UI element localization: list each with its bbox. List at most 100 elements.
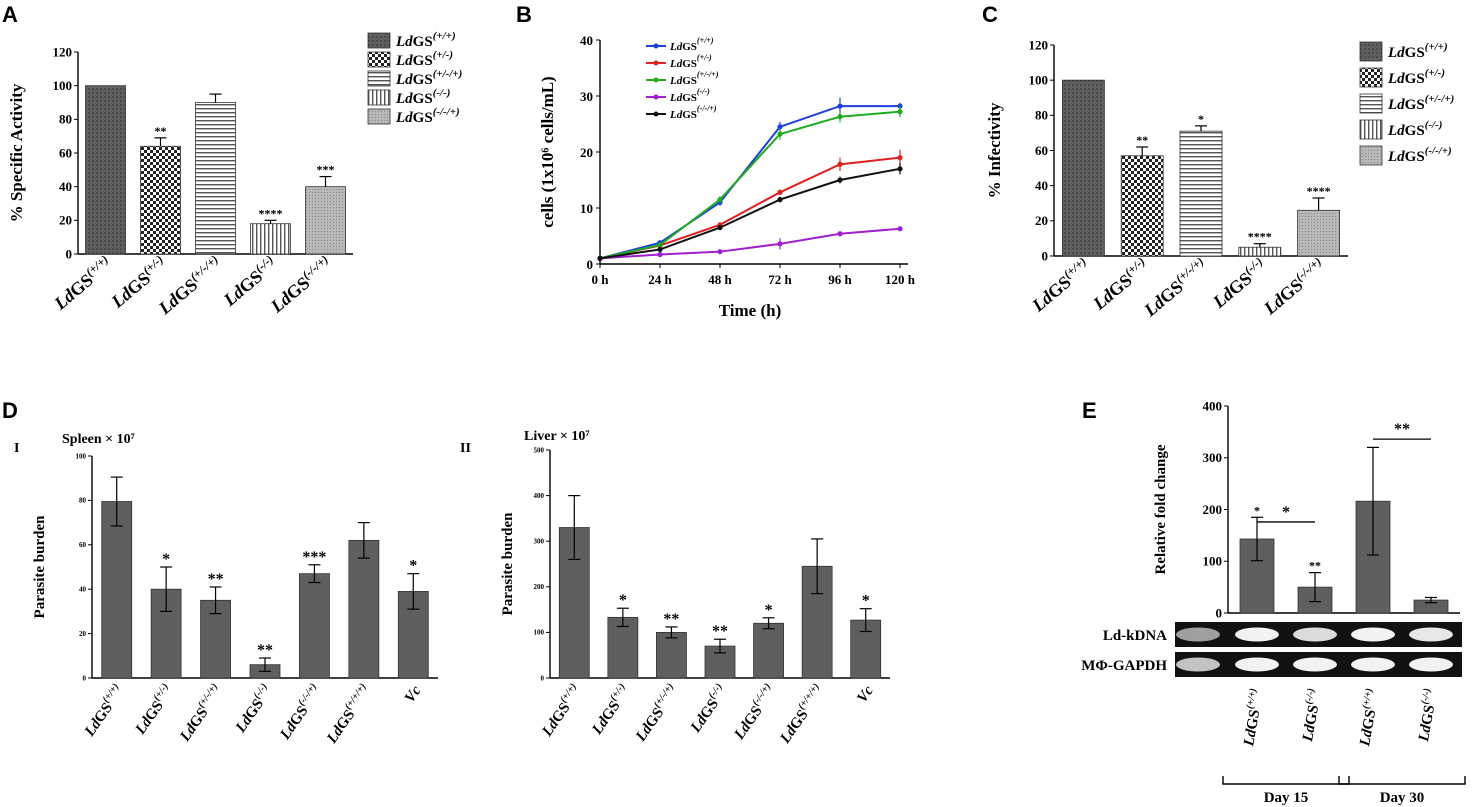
legend-label: LdGS(-/-): [669, 87, 710, 104]
legend-label: LdGS(+/-/+): [669, 70, 719, 87]
category-label: LdGS(+/-/+): [174, 681, 227, 745]
significance-label: *: [1198, 112, 1204, 126]
legend-label: LdGS(+/-): [395, 49, 453, 69]
data-point: [837, 114, 843, 120]
category-label: LdGS(-/-): [685, 681, 731, 736]
data-point: [897, 226, 903, 232]
group-label: Day 15: [1264, 790, 1309, 806]
gel-band: [1293, 627, 1337, 642]
significance-label: **: [1136, 133, 1148, 147]
significance-label: *: [162, 551, 170, 568]
y-tick-label: 20: [59, 213, 72, 228]
y-tick-label: 0: [541, 674, 545, 682]
legend-marker: [653, 94, 659, 100]
chart-d-spleen: 0 20 40 60 80 100 Parasite burden LdGS(+/+) * LdG…: [14, 432, 438, 747]
panel-letter-a: A: [2, 2, 18, 27]
series-line: [599, 105, 900, 260]
gel-band: [1293, 657, 1337, 672]
legend-label: LdGS(-/-/+): [669, 104, 717, 121]
y-axis-label: % Infectivity: [985, 102, 1004, 198]
legend-label: LdGS(+/-): [669, 53, 712, 70]
y-tick-label: 60: [79, 541, 87, 549]
y-tick-label: 0: [587, 257, 594, 272]
panel-letter-d: D: [2, 398, 18, 423]
category-label: LdGS(+/+): [1238, 687, 1267, 748]
significance-label: ****: [1307, 184, 1331, 198]
data-point: [897, 109, 903, 115]
data-point: [837, 103, 843, 109]
category-label: LdGS(+/-/+): [1138, 254, 1211, 321]
y-tick-label: 200: [1203, 502, 1223, 517]
x-tick-label: 72 h: [768, 272, 792, 287]
data-point: [777, 241, 783, 247]
category-label: LdGS(+/+/+): [774, 681, 828, 747]
legend-marker: [653, 111, 659, 117]
legend-swatch: [1359, 93, 1383, 114]
y-tick-label: 120: [1029, 37, 1049, 52]
significance-label: **: [712, 623, 728, 640]
y-tick-label: 0: [1042, 248, 1049, 263]
x-tick-label: 96 h: [828, 272, 852, 287]
bar: [85, 85, 126, 255]
y-tick-label: 100: [76, 452, 87, 460]
y-tick-label: 0: [66, 246, 73, 261]
significance-label: **: [257, 642, 273, 659]
legend-label: LdGS(+/+): [395, 30, 456, 50]
x-tick-label: 0 h: [592, 272, 610, 287]
bar: [140, 145, 181, 255]
data-point: [777, 189, 783, 195]
data-point: [897, 166, 903, 172]
legend-label: LdGS(-/-): [395, 87, 450, 107]
category-label: LdGS(+/+): [536, 681, 585, 740]
roman-numeral: I: [14, 441, 19, 456]
category-label: LdGS(+/-): [586, 681, 634, 738]
data-point: [657, 246, 663, 253]
data-point: [597, 255, 603, 261]
series-line: [599, 110, 901, 260]
bar: [1062, 79, 1105, 257]
legend-label: LdGS(+/-/+): [395, 68, 462, 88]
legend-label: LdGS(+/-): [1387, 67, 1445, 87]
significance-label: *: [862, 593, 870, 610]
gel-band: [1409, 657, 1453, 672]
group-bracket: [1338, 776, 1466, 785]
significance-label: ****: [1248, 230, 1272, 244]
y-tick-label: 300: [1203, 450, 1223, 465]
group-bracket: [1222, 776, 1350, 785]
chart-title: Liver × 10⁷: [524, 429, 590, 444]
legend-label: LdGS(+/+): [669, 36, 714, 53]
category-label: LdGS(-/-): [1297, 687, 1325, 743]
legend-swatch: [1359, 145, 1383, 166]
panel-letter-e: E: [1082, 398, 1097, 423]
legend-label: LdGS(-/-/+): [1387, 145, 1452, 165]
y-tick-label: 80: [79, 497, 87, 505]
significance-label: *: [1254, 503, 1260, 517]
significance-label: **: [208, 571, 224, 588]
blot-label: MΦ-GAPDH: [1081, 658, 1167, 674]
significance-label: **: [1309, 559, 1321, 573]
data-point: [897, 155, 903, 161]
significance-label: *: [1282, 504, 1290, 521]
significance-label: ****: [259, 206, 283, 220]
legend-label: LdGS(-/-): [1387, 119, 1442, 139]
significance-label: **: [663, 611, 679, 628]
x-tick-label: 120 h: [885, 272, 916, 287]
bar: [1297, 209, 1340, 257]
y-tick-label: 200: [534, 583, 545, 591]
legend-swatch: [367, 32, 391, 49]
y-axis-label: Parasite burden: [500, 512, 516, 616]
category-label: LdGS(+/+): [48, 252, 116, 314]
significance-label: **: [155, 124, 167, 138]
data-point: [717, 197, 723, 203]
significance-label: *: [619, 592, 627, 609]
bar: [1179, 130, 1223, 257]
data-point: [777, 131, 783, 137]
category-label: LdGS(-/-/+): [265, 252, 336, 317]
bar: [195, 102, 236, 255]
legend-label: LdGS(+/+): [1387, 41, 1448, 61]
gel-band: [1235, 657, 1279, 672]
y-tick-label: 60: [1035, 143, 1048, 158]
y-tick-label: 400: [1203, 398, 1223, 413]
